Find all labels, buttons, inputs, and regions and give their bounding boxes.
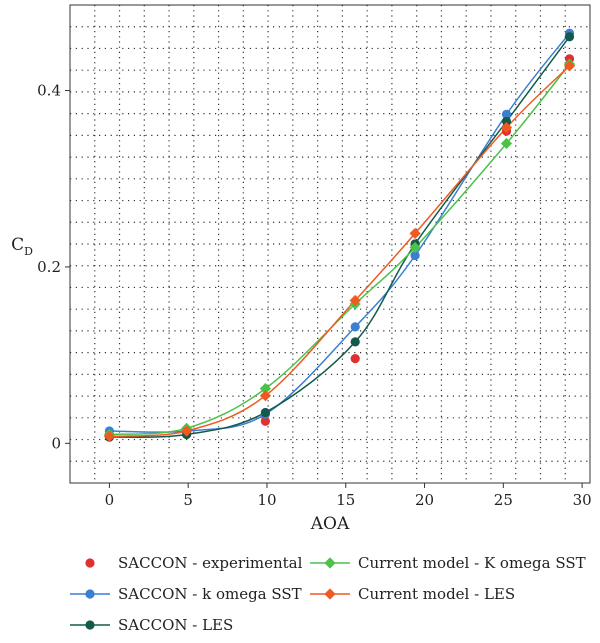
data-point-current-model-k-omega-sst [500,137,513,150]
plot-frame [69,4,591,484]
legend-label-saccon-k-omega-sst: SACCON - k omega SST [118,585,302,603]
data-point-saccon-les [564,32,575,42]
legend-label-current-model-k-omega-sst: Current model - K omega SST [358,554,586,572]
x-tick-label: 30 [573,491,592,509]
legend-item-saccon-les: SACCON - LES [70,616,233,634]
legend-label-saccon-les: SACCON - LES [118,616,233,634]
legend-item-current-model-k-omega-sst: Current model - K omega SST [310,554,586,572]
y-axis-ticks: 0 0.2 0.4 [37,82,70,452]
y-tick-label: 0 [51,434,61,452]
legend-marker-saccon-k-omega-sst [85,589,95,599]
legend-marker-saccon-les [85,620,95,630]
data-point-current-model-k-omega-sst [409,241,421,254]
data-point-current-model-les [563,60,576,72]
x-tick-label: 0 [105,491,115,509]
data-point-saccon-experimental [350,354,360,364]
data-point-current-model-les [259,390,271,402]
y-tick-label: 0.2 [37,258,61,276]
x-axis-ticks: 0 5 10 15 20 25 30 [105,483,592,509]
data-point-saccon-les [350,337,360,347]
data-point-saccon-les [501,116,512,127]
data-point-saccon-k-omega-sst [350,322,360,332]
data-point-current-model-les [409,227,421,240]
data-point-saccon-experimental [260,416,270,426]
legend-marker-current-model-k-omega-sst [324,557,336,569]
legend-marker-saccon-experimental [85,558,95,568]
legend-item-current-model-les: Current model - LES [310,585,515,603]
legend: SACCON - experimental SACCON - k omega SS… [70,554,586,634]
data-point-current-model-les [349,294,361,307]
data-point-current-model-les [103,430,115,442]
plot-background [70,5,590,483]
data-point-current-model-k-omega-sst [259,383,271,395]
x-tick-label: 10 [257,491,276,509]
data-point-current-model-les [500,121,513,134]
data-point-saccon-k-omega-sst [410,250,420,261]
legend-item-saccon-experimental: SACCON - experimental [85,554,303,572]
x-tick-label: 25 [494,491,513,509]
data-point-saccon-les [260,407,270,418]
y-axis-label: CD [11,235,33,258]
legend-item-saccon-k-omega-sst: SACCON - k omega SST [70,585,302,603]
x-tick-label: 15 [336,491,355,509]
x-tick-label: 5 [183,491,193,509]
legend-label-current-model-les: Current model - LES [358,585,515,603]
data-point-saccon-k-omega-sst [501,109,512,119]
x-axis-label: AOA [310,514,350,534]
y-axis-label-subscript: D [24,245,33,258]
data-point-current-model-les [181,425,193,437]
legend-marker-current-model-les [324,588,336,600]
y-tick-label: 0.4 [37,82,61,100]
series-markers [103,28,576,442]
legend-label-saccon-experimental: SACCON - experimental [118,554,303,572]
y-axis-label-main: C [11,235,24,255]
x-tick-label: 20 [415,491,434,509]
